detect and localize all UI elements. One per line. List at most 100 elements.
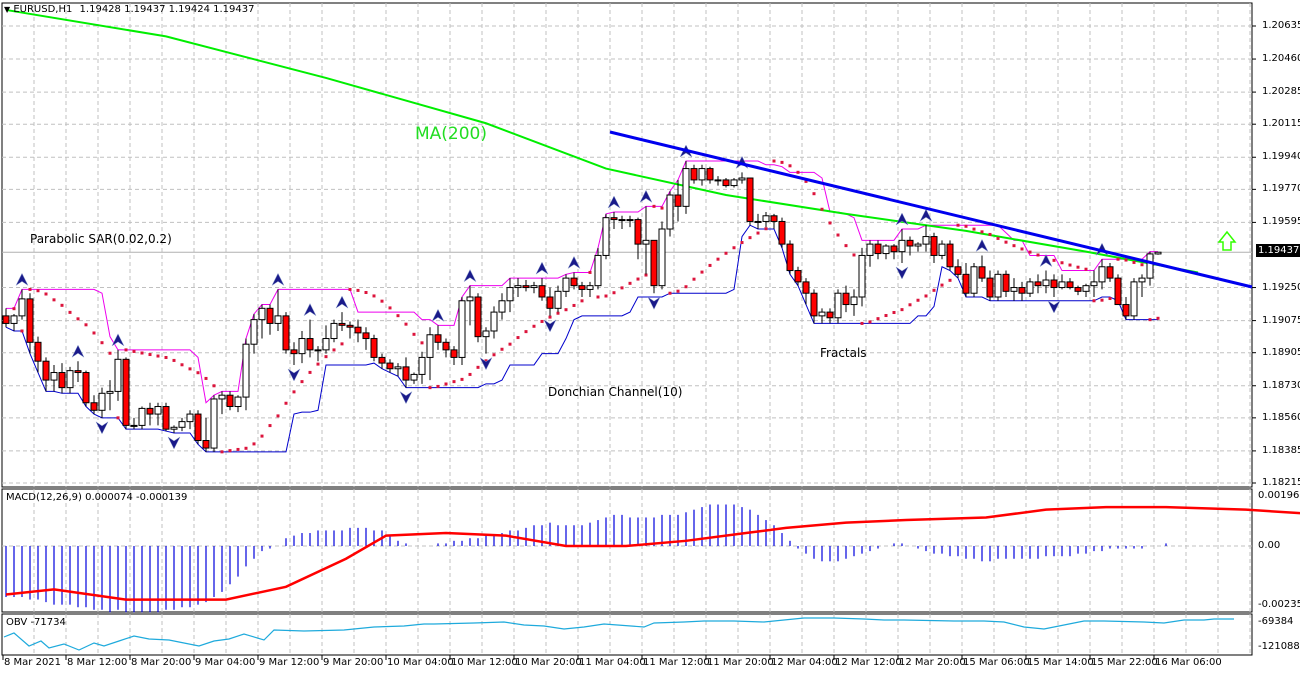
candle [578, 285, 586, 290]
candle [738, 177, 746, 181]
candle [402, 366, 410, 381]
candle [882, 245, 890, 255]
candle [986, 277, 994, 298]
candle [1114, 277, 1122, 306]
candle [810, 292, 818, 317]
fractal-down-icon [287, 368, 301, 382]
candle [722, 179, 730, 187]
candle [1018, 287, 1026, 294]
price-tick: 1.19250 [1262, 281, 1300, 293]
macd-axis-top: 0.001966 [1258, 490, 1300, 501]
candle [602, 217, 610, 256]
candle [18, 298, 26, 317]
candle [362, 332, 370, 340]
current-price-tag: 1.19437 [1256, 244, 1300, 257]
macd-signal-line [5, 505, 1300, 601]
candlesticks [2, 161, 1162, 452]
fractal-up-icon [607, 195, 621, 209]
candle [514, 285, 522, 289]
candle [386, 362, 394, 370]
obv-pane[interactable] [1, 613, 1253, 656]
time-tick: 10 Mar 04:00 [387, 657, 454, 668]
candle [690, 168, 698, 181]
candle [106, 390, 114, 394]
time-tick: 8 Mar 20:00 [131, 657, 192, 668]
fractal-up-icon [975, 238, 989, 253]
candle [922, 236, 930, 245]
price-tick: 1.20285 [1262, 86, 1300, 98]
candle [538, 285, 546, 298]
candle [130, 424, 138, 427]
candle [234, 396, 242, 408]
candle [938, 243, 946, 256]
time-tick: 10 Mar 12:00 [451, 657, 518, 668]
fractal-up-icon [111, 333, 125, 347]
fractal-up-icon [1039, 253, 1053, 268]
candle [202, 440, 210, 449]
candle [178, 421, 186, 428]
macd-label: MACD(12,26,9) 0.000074 -0.000139 [6, 492, 188, 503]
fractal-down-icon [1047, 300, 1061, 314]
candle [954, 266, 962, 275]
candle [418, 356, 426, 375]
candle [338, 322, 346, 326]
macd-axis-bottom: -0.002352 [1258, 599, 1300, 610]
candle [970, 266, 978, 294]
candle [1042, 279, 1050, 287]
candle [1034, 281, 1042, 287]
candle [714, 179, 722, 182]
fractal-down-icon [167, 436, 181, 450]
candle [610, 217, 618, 221]
candle [658, 228, 666, 287]
candle [594, 254, 602, 287]
candle [242, 343, 250, 398]
candle [1082, 285, 1090, 292]
candle [866, 243, 874, 256]
candle [98, 392, 106, 411]
time-tick: 16 Mar 06:00 [1155, 657, 1222, 668]
candle [834, 292, 842, 319]
price-tick: 1.18730 [1262, 379, 1300, 391]
price-tick: 1.19595 [1262, 216, 1300, 228]
candle [1130, 281, 1138, 317]
time-tick: 9 Mar 04:00 [195, 657, 256, 668]
candle [946, 243, 954, 268]
trendline[interactable] [609, 130, 1253, 289]
candle [410, 373, 418, 381]
candle [762, 215, 770, 222]
triangle-down-icon[interactable]: ▼ [4, 5, 11, 14]
candle [994, 273, 1002, 298]
donchian-label: Donchian Channel(10) [548, 385, 683, 399]
candle [506, 287, 514, 302]
candle [314, 349, 322, 352]
sar-label: Parabolic SAR(0.02,0.2) [30, 232, 172, 246]
time-tick: 9 Mar 12:00 [259, 657, 320, 668]
candle [354, 326, 362, 334]
ma-label: MA(200) [415, 124, 488, 144]
candle [154, 406, 162, 415]
candle [186, 413, 194, 423]
candle [122, 358, 130, 426]
candle [930, 236, 938, 256]
candle [346, 324, 354, 328]
candle [906, 239, 914, 247]
candle [618, 219, 626, 222]
candle [570, 277, 578, 287]
time-tick: 11 Mar 20:00 [707, 657, 774, 668]
price-tick: 1.20460 [1262, 53, 1300, 65]
candle [554, 290, 562, 309]
price-tick: 1.20635 [1262, 20, 1300, 31]
candle [754, 220, 762, 223]
candle [298, 338, 306, 355]
candle [586, 285, 594, 290]
candle [1138, 277, 1146, 283]
time-tick: 9 Mar 20:00 [323, 657, 384, 668]
time-tick: 10 Mar 20:00 [515, 657, 582, 668]
fractal-down-icon [479, 356, 493, 371]
candle [442, 341, 450, 351]
fractal-down-icon [95, 421, 109, 435]
candle [370, 338, 378, 358]
candle [1098, 266, 1106, 283]
